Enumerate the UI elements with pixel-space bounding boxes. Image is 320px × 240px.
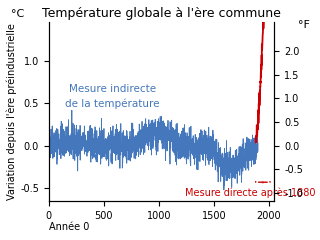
Y-axis label: °F: °F (298, 20, 310, 30)
Text: °C: °C (11, 9, 24, 19)
Title: Température globale à l'ère commune: Température globale à l'ère commune (42, 7, 281, 20)
Y-axis label: Variation depuis l'ère préindustrielle: Variation depuis l'ère préindustrielle (7, 23, 18, 200)
Text: Mesure indirecte
de la température: Mesure indirecte de la température (65, 84, 160, 109)
Text: Mesure directe après 1880: Mesure directe après 1880 (185, 188, 316, 198)
Text: Année 0: Année 0 (49, 222, 89, 232)
